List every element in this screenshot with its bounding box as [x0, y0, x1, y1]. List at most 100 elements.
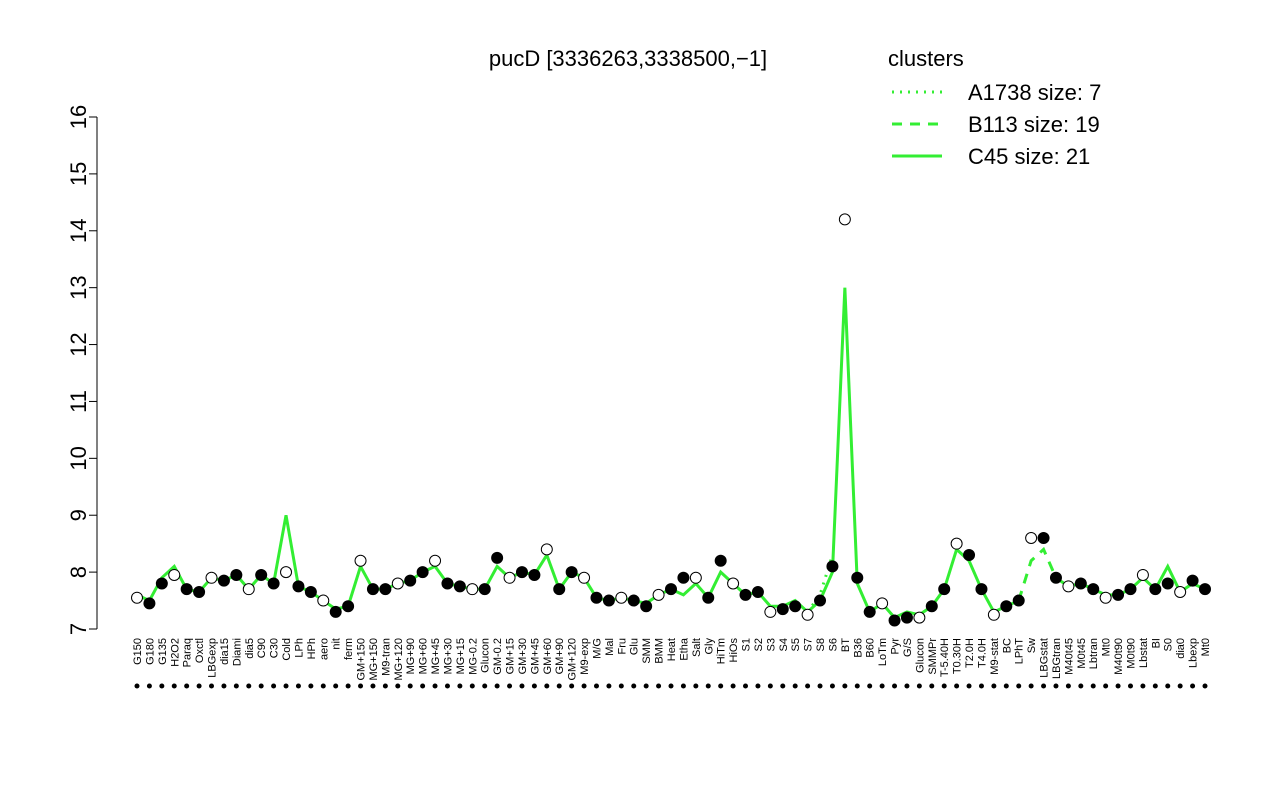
x-marker	[382, 683, 388, 689]
data-point	[329, 605, 342, 618]
x-marker	[320, 683, 326, 689]
x-tick-label: Cold	[281, 638, 293, 661]
x-marker	[705, 683, 711, 689]
data-point	[925, 600, 938, 613]
data-point	[1136, 568, 1149, 581]
x-tick-label: HPh	[306, 638, 318, 659]
x-marker	[444, 683, 450, 689]
x-tick-label: Sw	[1026, 638, 1038, 653]
data-point	[193, 586, 206, 599]
x-tick-label: SMM	[641, 638, 653, 664]
x-tick-label: T0.30H	[952, 638, 964, 674]
x-marker	[569, 683, 575, 689]
x-tick-label: LoTm	[877, 638, 889, 666]
x-tick-label: MG+30	[442, 638, 454, 674]
x-marker	[1152, 683, 1158, 689]
data-point	[491, 551, 504, 564]
x-tick-label: LBGexp	[207, 638, 219, 678]
x-tick-label: LPhT	[1014, 638, 1026, 665]
x-tick-label: Glucon	[914, 638, 926, 673]
x-tick-label: B36	[852, 638, 864, 658]
x-marker	[1003, 683, 1009, 689]
data-point	[1149, 583, 1162, 596]
legend-title: clusters	[888, 46, 964, 71]
data-point	[689, 571, 702, 584]
x-marker	[507, 683, 513, 689]
x-tick-label: MG+120	[393, 638, 405, 681]
x-tick-label: Salt	[691, 638, 703, 657]
x-tick-label: S0	[1163, 638, 1175, 651]
x-marker	[755, 683, 761, 689]
data-point	[292, 580, 305, 593]
data-point	[280, 566, 293, 579]
x-tick-label: HiTm	[716, 638, 728, 664]
x-marker	[954, 683, 960, 689]
x-tick-label: M0t90	[1125, 638, 1137, 669]
x-tick-label: BMM	[654, 638, 666, 664]
x-marker	[817, 683, 823, 689]
data-point	[168, 568, 181, 581]
x-marker	[1177, 683, 1183, 689]
x-tick-label: Lbtran	[1088, 638, 1100, 669]
x-marker	[556, 683, 562, 689]
x-tick-label: S8	[815, 638, 827, 651]
x-tick-label: M/G	[591, 638, 603, 659]
x-tick-label: GM+15	[505, 638, 517, 674]
x-marker	[308, 683, 314, 689]
x-marker	[606, 683, 612, 689]
data-point	[739, 588, 752, 601]
x-tick-label: GM+30	[517, 638, 529, 674]
x-tick-label: Glucon	[480, 638, 492, 673]
x-tick-label: S7	[803, 638, 815, 651]
x-tick-label: M9-exp	[579, 638, 591, 675]
x-tick-label: B60	[865, 638, 877, 658]
x-marker	[581, 683, 587, 689]
x-marker	[258, 683, 264, 689]
data-point	[900, 611, 913, 624]
x-marker	[271, 683, 277, 689]
data-point	[578, 571, 591, 584]
data-point	[1199, 583, 1211, 596]
x-tick-label: dia15	[219, 638, 231, 665]
x-marker	[482, 683, 488, 689]
x-marker	[1103, 683, 1109, 689]
x-marker	[333, 683, 339, 689]
data-point	[640, 600, 653, 613]
x-tick-label: T-5.40H	[939, 638, 951, 677]
y-tick-label: 13	[66, 275, 91, 299]
x-tick-label: G135	[157, 638, 169, 665]
x-marker	[991, 683, 997, 689]
x-marker	[457, 683, 463, 689]
data-point	[466, 583, 479, 596]
x-marker	[184, 683, 190, 689]
x-tick-label: SMMPr	[927, 638, 939, 675]
x-marker	[1202, 683, 1208, 689]
x-marker	[842, 683, 848, 689]
x-tick-label: GM+45	[529, 638, 541, 674]
x-marker	[1115, 683, 1121, 689]
data-point	[205, 571, 218, 584]
x-tick-label: M0t45	[1076, 638, 1088, 669]
data-point	[565, 566, 578, 579]
x-marker	[780, 683, 786, 689]
x-tick-label: G180	[144, 638, 156, 665]
x-marker	[1140, 683, 1146, 689]
x-tick-label: S2	[753, 638, 765, 651]
x-tick-label: Diami	[231, 638, 243, 666]
x-marker	[1028, 683, 1034, 689]
x-marker	[544, 683, 550, 689]
data-point	[304, 586, 317, 599]
x-marker	[867, 683, 873, 689]
data-point	[1161, 577, 1174, 590]
legend-label: B113 size: 19	[968, 112, 1100, 137]
x-tick-label: Lbstat	[1138, 638, 1150, 668]
x-tick-label: GM+60	[542, 638, 554, 674]
x-tick-label: dia0	[1175, 638, 1187, 659]
x-tick-label: GM+120	[567, 638, 579, 681]
x-marker	[196, 683, 202, 689]
x-marker	[345, 683, 351, 689]
data-point	[143, 597, 156, 610]
data-point	[1037, 531, 1050, 544]
x-tick-label: BC	[1001, 638, 1013, 653]
x-tick-label: M9-stat	[989, 638, 1001, 675]
